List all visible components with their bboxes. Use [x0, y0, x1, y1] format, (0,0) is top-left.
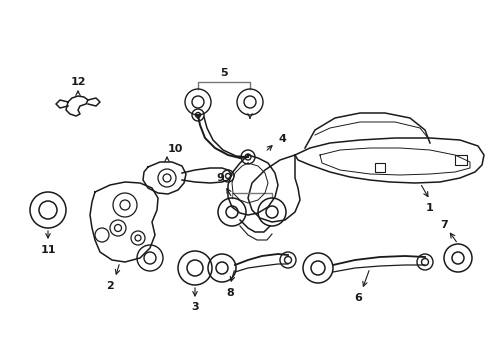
Bar: [454, 155, 466, 165]
Bar: [374, 163, 384, 172]
Text: 1: 1: [425, 203, 433, 213]
Text: 10: 10: [167, 144, 183, 154]
Text: 12: 12: [70, 77, 85, 87]
Text: 8: 8: [225, 288, 233, 298]
Text: 9: 9: [216, 173, 224, 183]
Text: 11: 11: [40, 245, 56, 255]
Text: 4: 4: [278, 134, 285, 144]
Text: 5: 5: [220, 68, 227, 78]
Text: 6: 6: [353, 293, 361, 303]
Text: 2: 2: [106, 281, 114, 291]
Text: 7: 7: [439, 220, 447, 230]
Text: 3: 3: [191, 302, 199, 312]
